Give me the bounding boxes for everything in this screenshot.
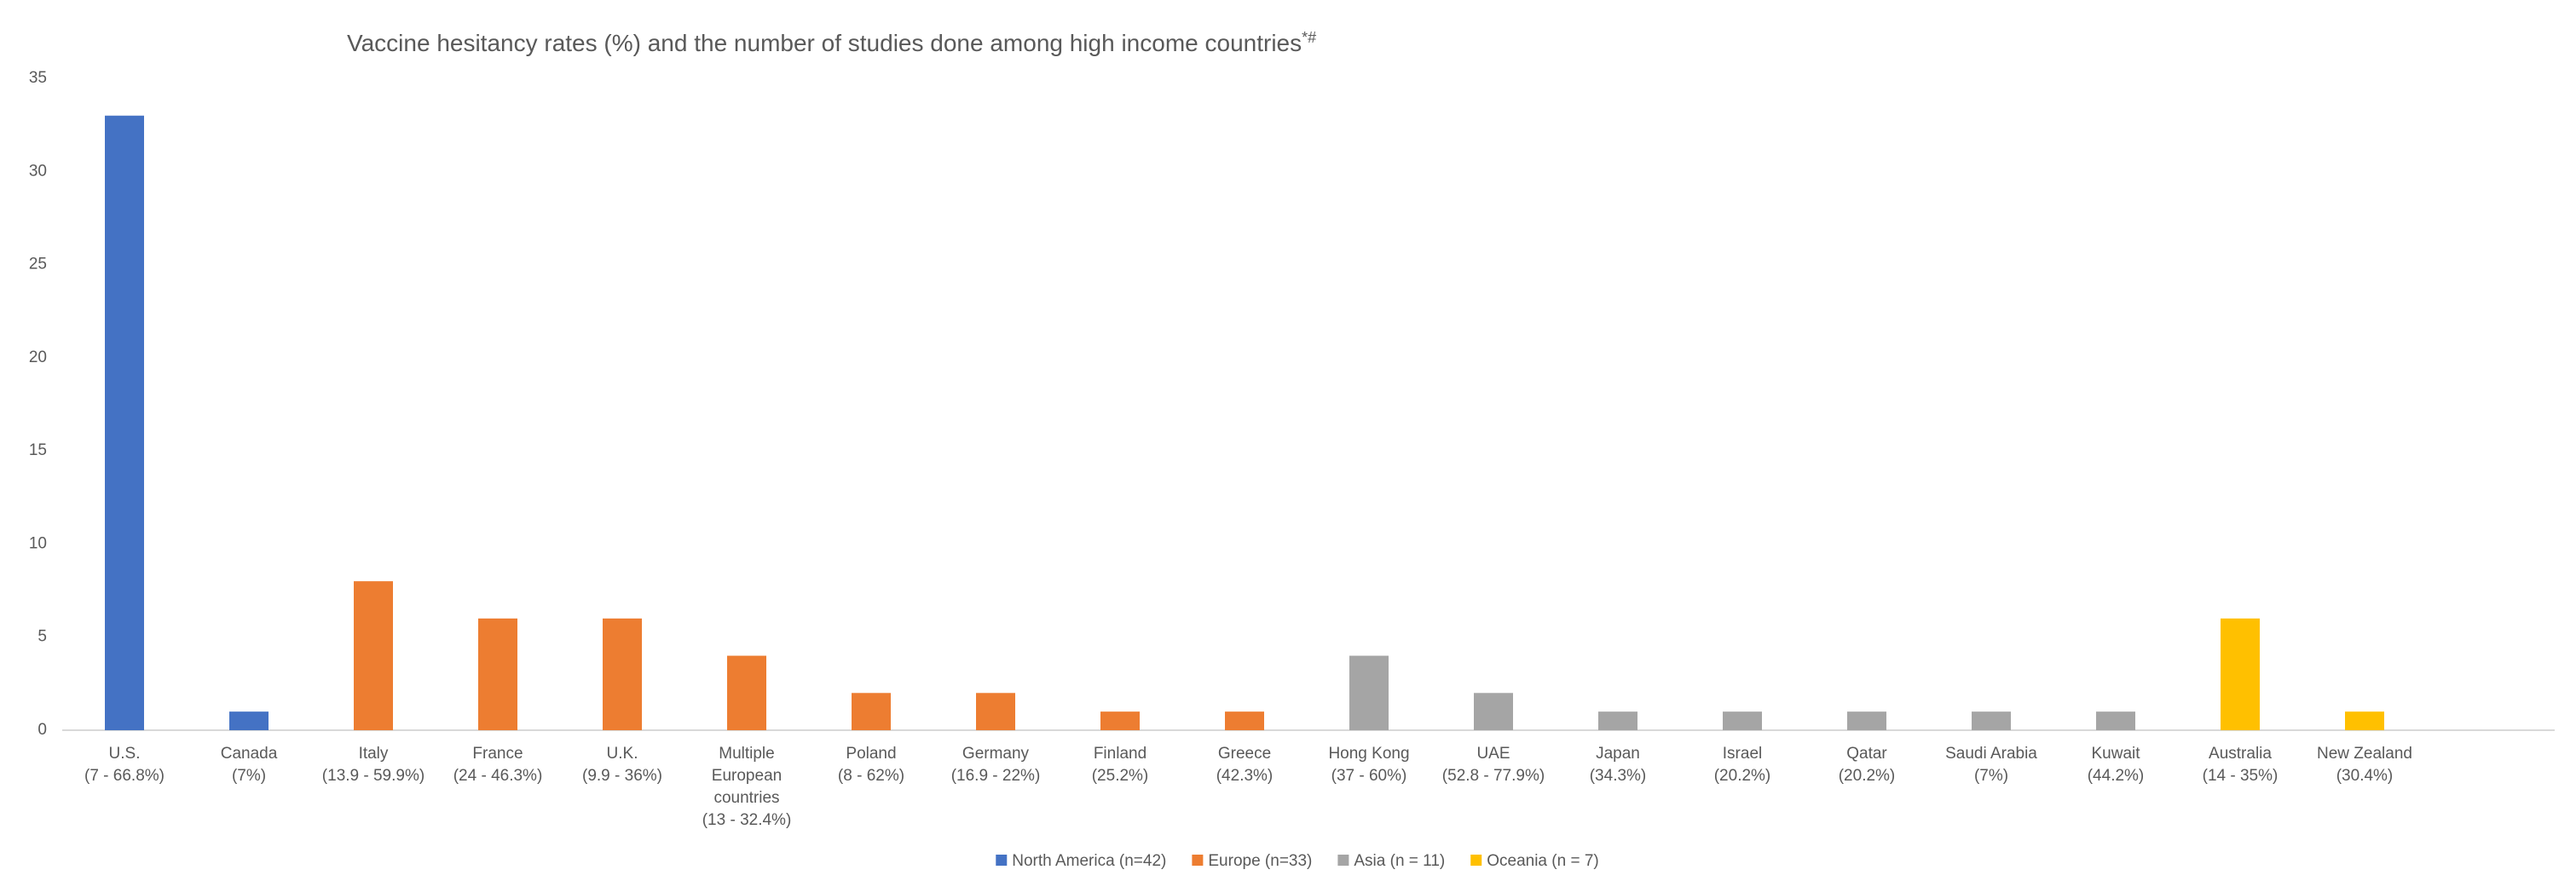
x-tick-label: (34.3%) bbox=[1590, 767, 1647, 785]
x-tick-label: (16.9 - 22%) bbox=[951, 767, 1041, 785]
bar bbox=[603, 618, 642, 730]
x-tick-label: France bbox=[472, 745, 523, 763]
legend-swatch bbox=[996, 855, 1008, 866]
x-tick-label: UAE bbox=[1476, 745, 1510, 763]
bar bbox=[1100, 711, 1140, 730]
x-tick-label: Israel bbox=[1723, 745, 1762, 763]
x-tick-label: Canada bbox=[221, 745, 278, 763]
y-tick-label: 25 bbox=[29, 256, 47, 274]
legend-swatch bbox=[1337, 855, 1349, 866]
legend-label: Asia (n = 11) bbox=[1354, 852, 1445, 870]
y-tick-label: 35 bbox=[29, 69, 47, 87]
x-tick-label: Japan bbox=[1596, 745, 1640, 763]
x-tick-label: (20.2%) bbox=[1839, 767, 1896, 785]
chart-title: Vaccine hesitancy rates (%) and the numb… bbox=[347, 29, 1316, 56]
bar bbox=[1225, 711, 1264, 730]
bar bbox=[105, 115, 144, 730]
legend-label: North America (n=42) bbox=[1012, 852, 1166, 870]
bar bbox=[976, 693, 1015, 730]
y-tick-label: 10 bbox=[29, 534, 47, 552]
x-tick-label: (37 - 60%) bbox=[1331, 767, 1407, 785]
bar bbox=[727, 655, 766, 730]
bar bbox=[1972, 711, 2011, 730]
legend-swatch bbox=[1470, 855, 1482, 866]
x-tick-label: (7 - 66.8%) bbox=[84, 767, 165, 785]
title-text: Vaccine hesitancy rates (%) and the numb… bbox=[347, 30, 1302, 56]
x-tick-label: Qatar bbox=[1846, 745, 1887, 763]
x-tick-label: (9.9 - 36%) bbox=[582, 767, 662, 785]
title-note: *# bbox=[1302, 29, 1316, 46]
x-tick-label: (8 - 62%) bbox=[838, 767, 904, 785]
bar bbox=[229, 711, 269, 730]
x-tick-label: (14 - 35%) bbox=[2203, 767, 2279, 785]
y-tick-label: 5 bbox=[38, 628, 47, 646]
x-tick-label: Multiple bbox=[719, 745, 774, 763]
bar bbox=[1723, 711, 1762, 730]
bar bbox=[1598, 711, 1637, 730]
bar bbox=[2345, 711, 2384, 730]
x-tick-label: European bbox=[712, 767, 782, 785]
legend-label: Europe (n=33) bbox=[1208, 852, 1312, 870]
y-tick-label: 15 bbox=[29, 441, 47, 459]
x-tick-label: (42.3%) bbox=[1216, 767, 1274, 785]
x-tick-label: (20.2%) bbox=[1714, 767, 1771, 785]
x-tick-label: (13 - 32.4%) bbox=[702, 811, 792, 829]
x-tick-label: (7%) bbox=[1974, 767, 2008, 785]
y-tick-label: 0 bbox=[38, 721, 47, 739]
x-tick-label: Australia bbox=[2209, 745, 2272, 763]
x-tick-label: Kuwait bbox=[2091, 745, 2140, 763]
x-tick-label: (7%) bbox=[232, 767, 266, 785]
x-tick-label: Hong Kong bbox=[1328, 745, 1409, 763]
bar bbox=[478, 618, 517, 730]
bar bbox=[1474, 693, 1513, 730]
x-tick-label: Finland bbox=[1094, 745, 1146, 763]
x-tick-label: U.S. bbox=[109, 745, 141, 763]
x-tick-label: New Zealand bbox=[2317, 745, 2412, 763]
bar bbox=[2096, 711, 2135, 730]
legend-label: Oceania (n = 7) bbox=[1487, 852, 1599, 870]
x-tick-label: Saudi Arabia bbox=[1945, 745, 2037, 763]
x-tick-label: (30.4%) bbox=[2336, 767, 2394, 785]
y-tick-label: 30 bbox=[29, 162, 47, 180]
x-tick-label: (24 - 46.3%) bbox=[453, 767, 543, 785]
x-tick-label: (52.8 - 77.9%) bbox=[1442, 767, 1545, 785]
x-tick-label: countries bbox=[713, 789, 779, 807]
bar bbox=[354, 581, 393, 730]
x-tick-label: (13.9 - 59.9%) bbox=[322, 767, 425, 785]
bar bbox=[852, 693, 891, 730]
x-tick-label: (25.2%) bbox=[1092, 767, 1149, 785]
y-tick-label: 20 bbox=[29, 348, 47, 366]
x-tick-label: Italy bbox=[359, 745, 389, 763]
bar bbox=[1349, 655, 1389, 730]
bar bbox=[1847, 711, 1886, 730]
x-tick-label: (44.2%) bbox=[2088, 767, 2145, 785]
x-tick-label: Greece bbox=[1218, 745, 1271, 763]
legend-swatch bbox=[1192, 855, 1204, 866]
bar bbox=[2221, 618, 2260, 730]
x-tick-label: Poland bbox=[846, 745, 896, 763]
x-tick-label: U.K. bbox=[607, 745, 638, 763]
x-tick-label: Germany bbox=[962, 745, 1030, 763]
